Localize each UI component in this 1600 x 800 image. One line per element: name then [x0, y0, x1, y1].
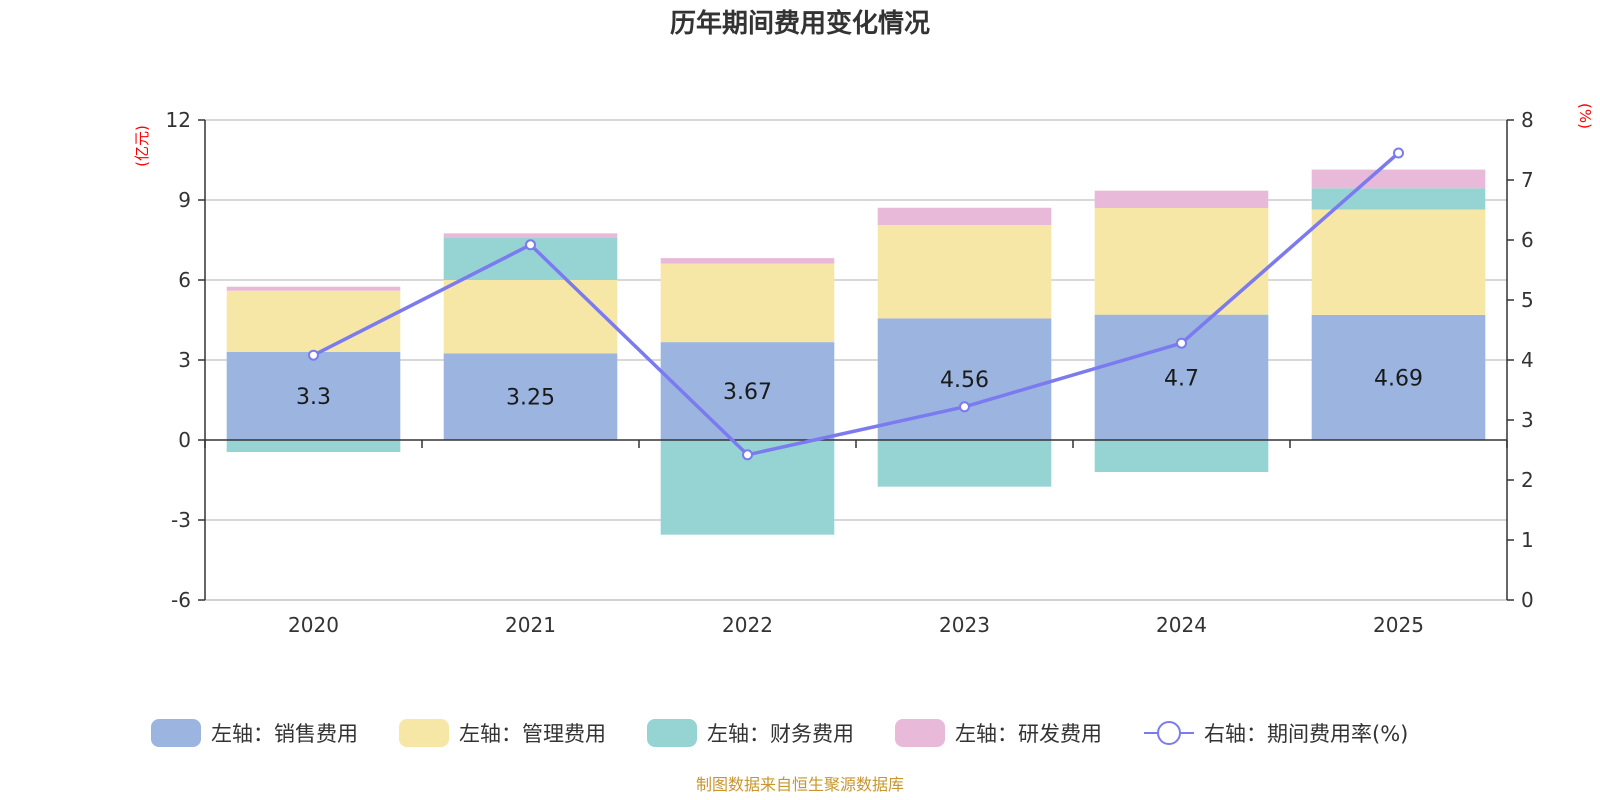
- right-axis-unit: (%): [1576, 103, 1594, 129]
- rate-line-series: [308, 147, 1404, 461]
- legend-label: 左轴：销售费用: [211, 722, 358, 746]
- legend: 左轴：销售费用 左轴：管理费用 左轴：财务费用 左轴：研发费用 右轴：期间费用率(%): [151, 719, 1408, 747]
- right-axis-tick-label: 0: [1521, 588, 1534, 612]
- right-axis-tick-label: 6: [1521, 228, 1534, 252]
- bar-segment: [1094, 190, 1269, 208]
- left-axis-unit: (亿元): [133, 125, 151, 167]
- data-label: 4.56: [940, 368, 989, 393]
- bar-series: [226, 169, 1486, 535]
- left-axis-tick-label: -3: [171, 508, 191, 532]
- bar-segment: [877, 207, 1052, 226]
- left-axis-tick-label: 3: [178, 348, 191, 372]
- x-axis-label: 2022: [722, 613, 773, 637]
- bar-segment: [226, 440, 401, 452]
- data-label: 3.25: [506, 386, 555, 411]
- x-axis-label: 2021: [505, 613, 556, 637]
- bar-segment: [443, 233, 618, 238]
- legend-label: 右轴：期间费用率(%): [1204, 722, 1408, 746]
- x-axis-label: 2025: [1373, 613, 1424, 637]
- bar-segment: [877, 440, 1052, 487]
- bar-segment: [1311, 314, 1486, 440]
- bar-segment: [1094, 314, 1269, 440]
- data-label: 3.3: [296, 385, 331, 410]
- bar-segment: [660, 258, 835, 264]
- left-axis-tick-label: 12: [166, 108, 191, 132]
- bar-segment: [660, 263, 835, 343]
- rate-point: [959, 401, 970, 413]
- legend-label: 左轴：管理费用: [459, 722, 606, 746]
- bar-segment: [1311, 188, 1486, 210]
- legend-swatch: [895, 719, 945, 747]
- bar-segment: [1094, 440, 1269, 472]
- legend-marker: [1157, 721, 1181, 745]
- right-axis-tick-label: 3: [1521, 408, 1534, 432]
- left-axis-tick-label: 6: [178, 268, 191, 292]
- rate-point: [1176, 337, 1187, 349]
- bar-segment: [226, 286, 401, 291]
- source-note: 制图数据来自恒生聚源数据库: [696, 775, 904, 794]
- rate-point: [525, 239, 536, 251]
- rate-line: [312, 151, 1400, 457]
- bar-segment: [226, 352, 401, 440]
- bar-segment: [877, 225, 1052, 319]
- bar-segment: [443, 280, 618, 354]
- right-axis-tick-label: 5: [1521, 288, 1534, 312]
- rate-point: [742, 449, 753, 461]
- left-axis-tick-label: 0: [178, 428, 191, 452]
- right-axis-tick-label: 1: [1521, 528, 1534, 552]
- rate-point: [1393, 147, 1404, 159]
- x-axis-label: 2020: [288, 613, 339, 637]
- bar-segment: [226, 290, 401, 352]
- data-labels: 3.3 3.25 3.67 4.56 4.7 4.69: [296, 366, 1423, 410]
- legend-swatch: [647, 719, 697, 747]
- chart-title: 历年期间费用变化情况: [670, 8, 930, 39]
- legend-label: 左轴：研发费用: [955, 722, 1102, 746]
- legend-swatch: [399, 719, 449, 747]
- right-axis-tick-label: 2: [1521, 468, 1534, 492]
- right-axis-tick-label: 4: [1521, 348, 1534, 372]
- bar-segment: [1311, 169, 1486, 189]
- x-axis-label: 2023: [939, 613, 990, 637]
- right-axis-tick-label: 8: [1521, 108, 1534, 132]
- legend-swatch: [151, 719, 201, 747]
- bar-segment: [443, 353, 618, 440]
- legend-label: 左轴：财务费用: [707, 722, 854, 746]
- data-label: 4.69: [1374, 366, 1423, 391]
- bar-segment: [1311, 209, 1486, 315]
- data-label: 4.7: [1164, 366, 1199, 391]
- right-axis-tick-label: 7: [1521, 168, 1534, 192]
- rate-point: [308, 349, 319, 361]
- bar-segment: [660, 342, 835, 440]
- left-axis-tick-label: -6: [171, 588, 191, 612]
- data-label: 3.67: [723, 380, 772, 405]
- x-axis-label: 2024: [1156, 613, 1207, 637]
- left-axis-tick-label: 9: [178, 188, 191, 212]
- bar-segment: [1094, 208, 1269, 315]
- gridlines: [205, 119, 1507, 601]
